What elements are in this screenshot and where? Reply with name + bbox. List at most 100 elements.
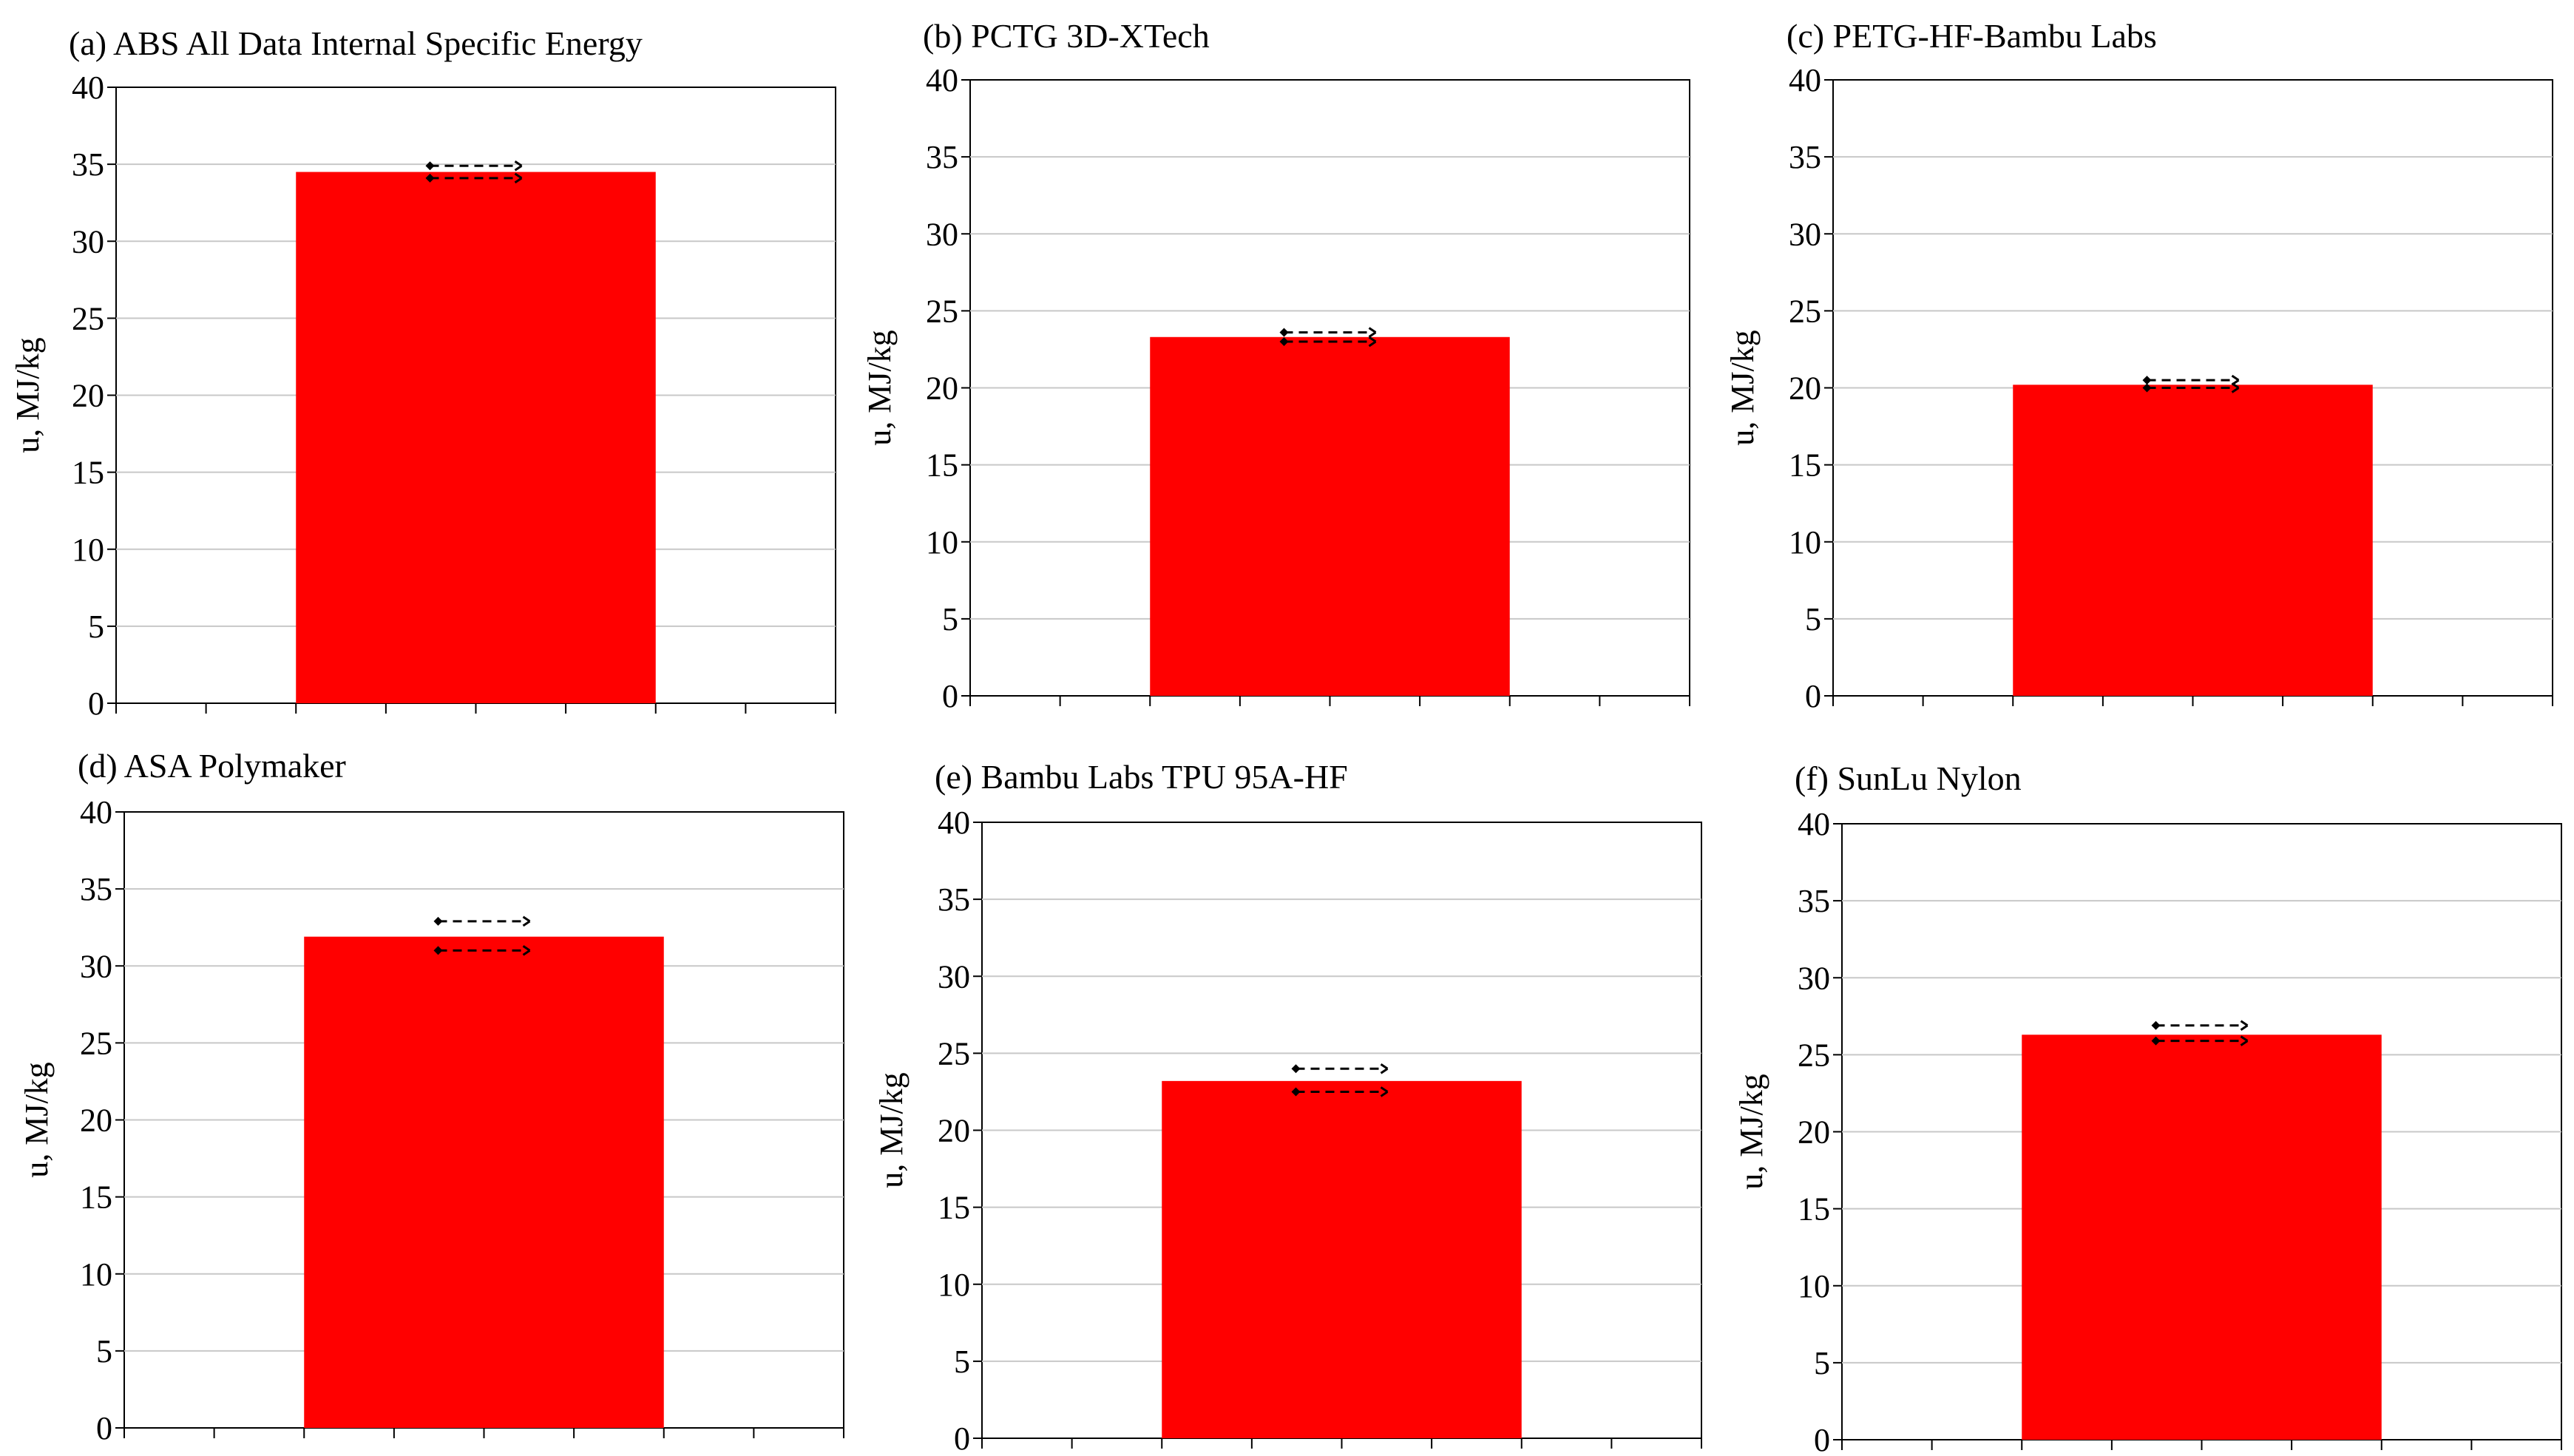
chart-panel-4: 0 5 10 15 20 25 30 35 40 (d) ASA Polymaker u, MJ/k… — [18, 747, 844, 1446]
y-axis-label: u, MJ/kg — [873, 1072, 910, 1188]
y-tick-label: 0 — [96, 1410, 112, 1446]
bar — [304, 936, 664, 1428]
y-tick-label: 35 — [926, 139, 958, 175]
y-axis-label: u, MJ/kg — [18, 1062, 55, 1177]
y-tick-label: 35 — [938, 881, 970, 918]
y-tick-label: 0 — [954, 1421, 970, 1456]
error-bar-cap — [425, 161, 435, 171]
error-bar-arrow — [1380, 1063, 1389, 1074]
error-bar-cap — [1279, 328, 1289, 337]
error-bar-cap — [2151, 1020, 2161, 1030]
y-tick-label: 20 — [926, 370, 958, 407]
y-tick-label: 20 — [938, 1113, 970, 1149]
error-bar-arrow — [522, 915, 531, 927]
y-tick-label: 5 — [942, 601, 958, 637]
y-tick-label: 35 — [1798, 883, 1830, 919]
chart-title: (e) Bambu Labs TPU 95A-HF — [935, 758, 1348, 796]
error-bar-arrow — [2231, 382, 2240, 393]
chart-title: (d) ASA Polymaker — [78, 747, 346, 785]
y-tick-label: 0 — [1805, 678, 1821, 714]
error-bar-arrow — [522, 945, 531, 956]
y-tick-label: 35 — [1789, 139, 1821, 175]
y-tick-label: 5 — [954, 1344, 970, 1380]
error-bar-cap — [1279, 337, 1289, 347]
y-tick-label: 15 — [926, 447, 958, 484]
y-tick-label: 25 — [80, 1025, 112, 1061]
y-tick-label: 10 — [926, 524, 958, 561]
y-tick-label: 10 — [72, 532, 104, 568]
y-tick-label: 30 — [1789, 216, 1821, 252]
chart-title: (a) ABS All Data Internal Specific Energ… — [69, 24, 643, 62]
y-tick-label: 0 — [942, 678, 958, 714]
y-tick-label: 5 — [96, 1333, 112, 1369]
chart-panel-6: 0 5 10 15 20 25 30 35 40 (f) SunLu Nylon u, MJ/kg — [1733, 759, 2562, 1456]
y-tick-label: 30 — [1798, 960, 1830, 996]
y-tick-label: 20 — [1789, 370, 1821, 407]
y-tick-label: 25 — [72, 300, 104, 336]
y-tick-label: 40 — [1798, 806, 1830, 842]
y-tick-label: 15 — [938, 1190, 970, 1226]
y-tick-label: 15 — [72, 455, 104, 491]
error-bar-cap — [2151, 1036, 2161, 1046]
y-tick-label: 15 — [80, 1179, 112, 1216]
y-tick-label: 15 — [1789, 447, 1821, 484]
error-bar-arrow — [514, 160, 523, 172]
y-tick-label: 25 — [938, 1035, 970, 1071]
y-tick-label: 10 — [1789, 524, 1821, 561]
y-tick-label: 10 — [938, 1267, 970, 1303]
bar — [2022, 1035, 2382, 1440]
y-tick-label: 0 — [88, 685, 104, 722]
error-bar-arrow — [1368, 336, 1377, 348]
y-axis-label: u, MJ/kg — [1724, 330, 1761, 445]
error-bar-arrow — [2240, 1020, 2249, 1032]
chart-title: (c) PETG-HF-Bambu Labs — [1786, 17, 2157, 55]
y-tick-label: 30 — [72, 223, 104, 260]
bar — [2013, 385, 2373, 696]
error-bar-arrow — [2240, 1035, 2249, 1046]
error-bar-arrow — [1368, 327, 1377, 338]
y-tick-label: 20 — [80, 1103, 112, 1139]
y-tick-label: 30 — [80, 948, 112, 984]
y-tick-label: 0 — [1814, 1422, 1830, 1456]
y-tick-label: 40 — [1789, 62, 1821, 98]
bar — [296, 172, 656, 704]
y-tick-label: 30 — [926, 216, 958, 252]
y-tick-label: 5 — [88, 609, 104, 645]
y-tick-label: 35 — [80, 871, 112, 907]
error-bar-arrow — [1380, 1086, 1389, 1097]
y-tick-label: 25 — [926, 293, 958, 329]
y-tick-label: 40 — [72, 70, 104, 106]
y-tick-label: 35 — [72, 146, 104, 183]
y-tick-label: 10 — [1798, 1268, 1830, 1304]
y-tick-label: 25 — [1798, 1037, 1830, 1073]
y-tick-label: 40 — [926, 62, 958, 98]
chart-title: (b) PCTG 3D-XTech — [923, 17, 1210, 55]
error-bar-arrow — [514, 172, 523, 184]
chart-panel-3: 0 5 10 15 20 25 30 35 40 (c) PETG-HF-Bambu Labs u,… — [1724, 17, 2553, 714]
bar — [1162, 1080, 1522, 1438]
chart-panel-5: 0 5 10 15 20 25 30 35 40 (e) Bambu Labs TPU 95A-H… — [873, 758, 1702, 1456]
error-bar-cap — [2142, 383, 2152, 393]
y-tick-label: 10 — [80, 1256, 112, 1293]
y-tick-label: 20 — [1798, 1114, 1830, 1151]
chart-panel-1: 0 5 10 15 20 25 30 35 40 (a) ABS All Data Interna… — [10, 24, 836, 722]
error-bar-cap — [2142, 376, 2152, 385]
chart-panel-2: 0 5 10 15 20 25 30 35 40 (b) PCTG 3D-XTech u, MJ/k… — [861, 17, 1690, 714]
y-tick-label: 30 — [938, 958, 970, 995]
error-bar-cap — [1291, 1064, 1301, 1074]
error-bar-cap — [433, 916, 443, 926]
y-tick-label: 5 — [1805, 601, 1821, 637]
y-axis-label: u, MJ/kg — [10, 337, 46, 453]
y-tick-label: 25 — [1789, 293, 1821, 329]
error-bar-cap — [425, 173, 435, 183]
bar — [1150, 336, 1510, 696]
y-axis-label: u, MJ/kg — [861, 330, 898, 445]
y-tick-label: 40 — [938, 805, 970, 841]
y-tick-label: 40 — [80, 794, 112, 830]
y-tick-label: 15 — [1798, 1191, 1830, 1228]
chart-title: (f) SunLu Nylon — [1795, 759, 2022, 797]
error-bar-cap — [433, 946, 443, 955]
y-tick-label: 5 — [1814, 1345, 1830, 1381]
error-bar-cap — [1291, 1087, 1301, 1097]
